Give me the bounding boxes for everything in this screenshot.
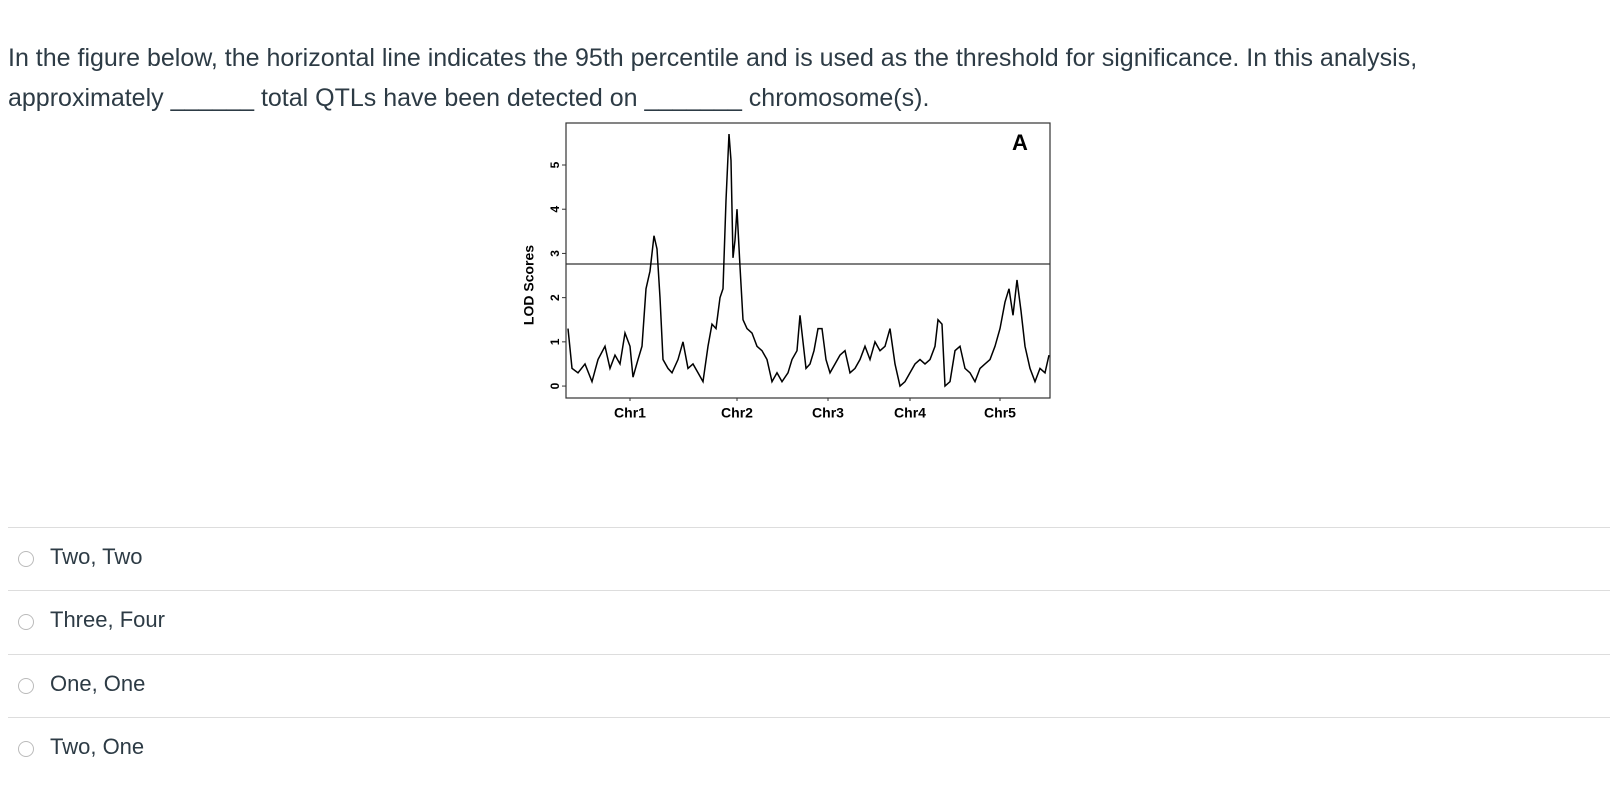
option: Three, Four — [8, 590, 1610, 654]
x-tick-label: Chr4 — [894, 405, 926, 421]
question-line: In the figure below, the horizontal line… — [8, 44, 1418, 72]
y-tick-label: 5 — [548, 161, 562, 168]
panel-label: A — [1012, 130, 1028, 155]
y-tick-label: 3 — [548, 250, 562, 257]
x-tick-label: Chr2 — [721, 405, 753, 421]
radio-button[interactable] — [18, 677, 34, 694]
y-tick-label: 2 — [548, 294, 562, 301]
question-line: approximately ______ total QTLs have bee… — [8, 84, 930, 112]
y-axis-label: LOD Scores — [521, 245, 537, 325]
x-tick-label: Chr5 — [984, 405, 1016, 421]
option: One, One — [8, 653, 1610, 718]
x-tick-label: Chr3 — [812, 405, 844, 421]
y-tick-label: 4 — [548, 206, 562, 213]
y-tick-label: 0 — [548, 382, 562, 389]
option: Two, One — [8, 716, 1610, 781]
plot-frame — [565, 122, 1051, 399]
option-label[interactable]: Three, Four — [50, 607, 165, 633]
option-label[interactable]: Two, One — [50, 733, 145, 759]
radio-button[interactable] — [18, 551, 34, 567]
radio-button[interactable] — [18, 740, 34, 757]
option-label[interactable]: Two, Two — [50, 544, 143, 569]
chart: A LOD Scores 0 1 2 3 4 5 Chr1 Chr2 Chr3 Chr4 Chr5 — [521, 122, 1051, 421]
lod-curve — [567, 133, 1050, 388]
y-tick-label: 1 — [548, 338, 562, 345]
option-label[interactable]: One, One — [50, 670, 146, 696]
option: Two, Two — [8, 527, 1610, 591]
x-tick-label: Chr1 — [614, 405, 646, 421]
radio-button[interactable] — [18, 614, 34, 631]
